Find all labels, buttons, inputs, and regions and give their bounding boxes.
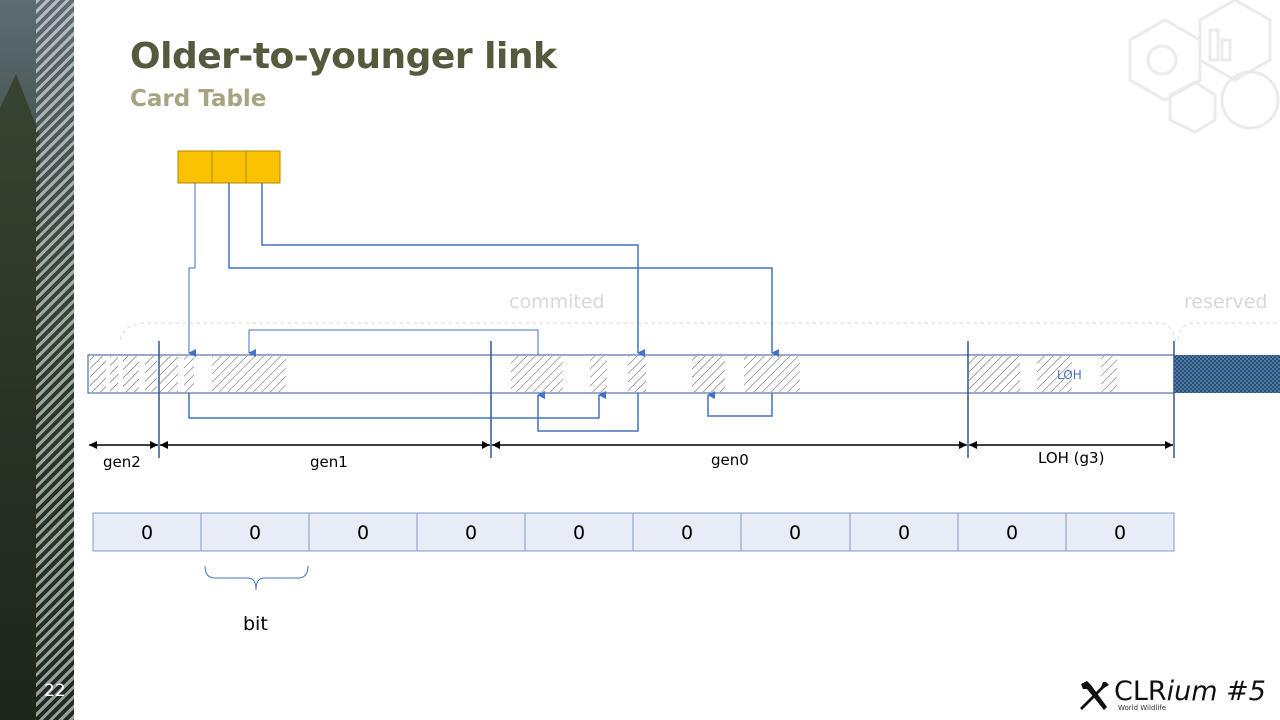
logo-tagline: World Wildlife — [1118, 704, 1167, 712]
card-cell: 0 — [789, 522, 801, 544]
link-card1 — [188, 183, 196, 357]
gen2-label: gen2 — [103, 453, 141, 471]
mountain-image — [0, 74, 40, 720]
slide-title: Older-to-younger link — [130, 36, 557, 77]
logo-brand-number: #5 — [1217, 676, 1266, 707]
card-cell: 0 — [1114, 522, 1126, 544]
card-cell: 0 — [141, 522, 153, 544]
cube-pictograms-icon — [1128, 0, 1280, 134]
card-cell: 0 — [898, 522, 910, 544]
logo-brand-main: CLR — [1114, 676, 1167, 707]
gen0-label: gen0 — [711, 451, 749, 469]
slide-subtitle: Card Table — [130, 86, 267, 112]
card-cell: 0 — [357, 522, 369, 544]
card-cell: 0 — [1006, 522, 1018, 544]
card-table-row: 0 0 0 0 0 0 0 0 0 0 — [92, 512, 1175, 552]
card-cell: 0 — [465, 522, 477, 544]
bit-brace — [204, 565, 309, 591]
logo-brand-italic: ium — [1166, 676, 1218, 707]
loh-g3-label: LOH (g3) — [1038, 449, 1104, 467]
link-gen0-internal-b — [707, 391, 773, 417]
card-cell: 0 — [249, 522, 261, 544]
link-gen0-internal-a — [537, 391, 639, 432]
card-bytes — [177, 150, 281, 184]
card-links — [188, 183, 779, 432]
gen1-label: gen1 — [310, 453, 348, 471]
link-card2 — [228, 183, 779, 357]
hatched-stripe — [36, 0, 74, 720]
clrium-logo: CLRium #5 World Wildlife — [1078, 676, 1268, 716]
loh-inner-label: LOH — [1057, 368, 1082, 382]
reserved-brace — [1177, 322, 1280, 341]
reserved-label: reserved — [1184, 291, 1267, 313]
card-cell: 0 — [573, 522, 585, 544]
link-card3 — [261, 183, 645, 357]
sidebar-photo — [0, 0, 74, 720]
link-gen0-to-gen1 — [248, 329, 539, 357]
heap-bar — [87, 341, 1280, 458]
bit-label: bit — [243, 613, 268, 635]
hammer-wrench-icon — [1080, 681, 1109, 710]
commited-brace — [119, 322, 1176, 341]
commited-label: commited — [509, 291, 605, 313]
card-cell: 0 — [681, 522, 693, 544]
slide-number: 22 — [44, 681, 66, 701]
link-gen1-to-gen0 — [188, 391, 606, 419]
